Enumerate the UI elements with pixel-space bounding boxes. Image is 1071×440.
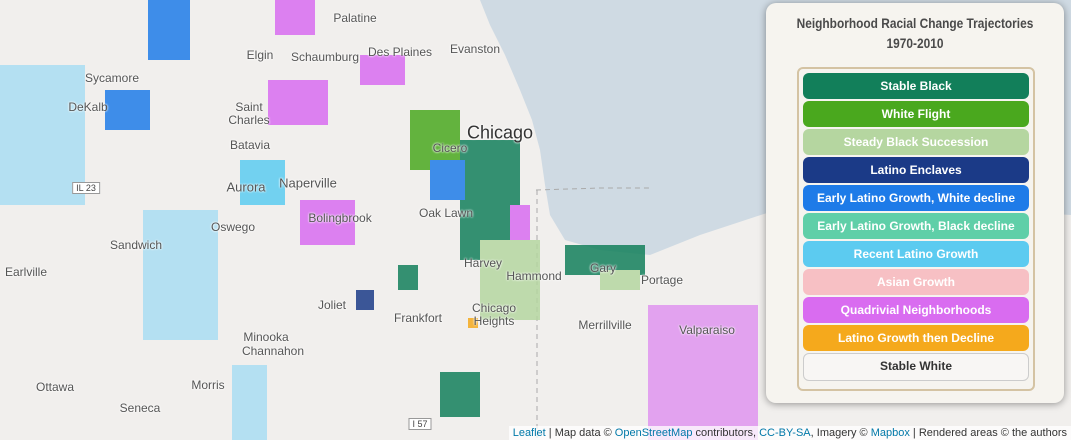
area <box>148 0 190 60</box>
attribution-text: , Imagery © <box>810 427 871 439</box>
place-label: Minooka <box>243 330 289 344</box>
place-label: Evanston <box>449 42 501 56</box>
legend-item[interactable]: Latino Enclaves <box>803 157 1029 183</box>
area <box>300 200 355 245</box>
place-label: Cicero <box>432 141 468 155</box>
area <box>360 55 405 85</box>
place-label: Gary <box>589 261 617 275</box>
legend-item[interactable]: Quadrivial Neighborhoods <box>803 297 1029 323</box>
area <box>648 305 758 440</box>
place-label: Morris <box>191 378 225 392</box>
area <box>232 365 267 440</box>
legend-item[interactable]: Recent Latino Growth <box>803 241 1029 267</box>
legend-item[interactable]: Early Latino Growth, Black decline <box>803 213 1029 239</box>
place-label: Oswego <box>210 220 256 234</box>
attribution-link[interactable]: CC-BY-SA <box>759 427 811 439</box>
attribution-link[interactable]: Leaflet <box>512 427 546 439</box>
area <box>510 205 530 240</box>
road-shield: I 57 <box>408 418 432 430</box>
place-label: Sycamore <box>84 71 140 85</box>
area <box>480 240 540 320</box>
area <box>398 265 418 290</box>
rendered-areas <box>0 0 758 440</box>
state-line <box>535 187 650 440</box>
legend-item[interactable]: White Flight <box>803 101 1029 127</box>
area <box>0 65 85 205</box>
place-label: Saint Charles <box>228 100 270 127</box>
attribution-text: | Map data © <box>545 427 615 439</box>
area <box>600 270 640 290</box>
legend-item[interactable]: Asian Growth <box>803 269 1029 295</box>
place-label: Hammond <box>506 269 562 283</box>
legend-title: Neighborhood Racial Change Trajectories <box>796 15 1034 31</box>
legend-item[interactable]: Steady Black Succession <box>803 129 1029 155</box>
place-label: Oak Lawn <box>418 206 474 220</box>
area <box>430 160 465 200</box>
place-label: Harvey <box>463 256 503 270</box>
place-label: Aurora <box>226 179 266 195</box>
place-label: DeKalb <box>68 100 108 114</box>
legend-item[interactable]: Early Latino Growth, White decline <box>803 185 1029 211</box>
place-label: Earlville <box>4 265 48 279</box>
area <box>143 210 218 340</box>
place-label: Merrillville <box>578 318 632 332</box>
place-label: Naperville <box>279 175 337 191</box>
place-label: Chicago <box>466 122 534 143</box>
place-label: Elgin <box>246 48 274 62</box>
attribution: Leaflet | Map data © OpenStreetMap contr… <box>508 426 1071 440</box>
area <box>440 372 480 417</box>
attribution-text: | Rendered areas © the authors <box>909 427 1067 439</box>
legend-items: Stable Black White Flight Steady Black Suc… <box>797 67 1035 391</box>
legend-subtitle: 1970-2010 <box>886 35 944 51</box>
place-label: Ottawa <box>35 380 75 394</box>
attribution-text: contributors, <box>692 427 760 439</box>
place-label: Schaumburg <box>290 50 360 64</box>
area <box>468 318 478 328</box>
place-label: Bolingbrook <box>308 211 372 225</box>
legend-item[interactable]: Stable White <box>803 353 1029 381</box>
legend-item[interactable]: Latino Growth then Decline <box>803 325 1029 351</box>
area <box>356 290 374 310</box>
legend-item[interactable]: Stable Black <box>803 73 1029 99</box>
place-label: Sandwich <box>109 238 163 252</box>
area <box>275 0 315 35</box>
place-label: Batavia <box>229 138 271 152</box>
place-label: Frankfort <box>393 311 443 325</box>
place-label: Seneca <box>119 401 161 415</box>
attribution-link[interactable]: OpenStreetMap <box>614 427 693 439</box>
place-label: Palatine <box>333 11 377 25</box>
place-label: Portage <box>640 273 684 287</box>
place-label: Joliet <box>317 298 347 312</box>
area <box>105 90 150 130</box>
place-label: Chicago Heights <box>471 301 517 328</box>
place-label: Channahon <box>241 344 305 358</box>
area <box>240 160 285 205</box>
legend-panel: Neighborhood Racial Change Trajectories … <box>766 3 1064 403</box>
attribution-link[interactable]: Mapbox <box>870 427 910 439</box>
area <box>268 80 328 125</box>
road-shield: IL 23 <box>72 182 100 194</box>
place-label: Valparaiso <box>679 323 735 337</box>
place-label: Des Plaines <box>367 45 433 59</box>
